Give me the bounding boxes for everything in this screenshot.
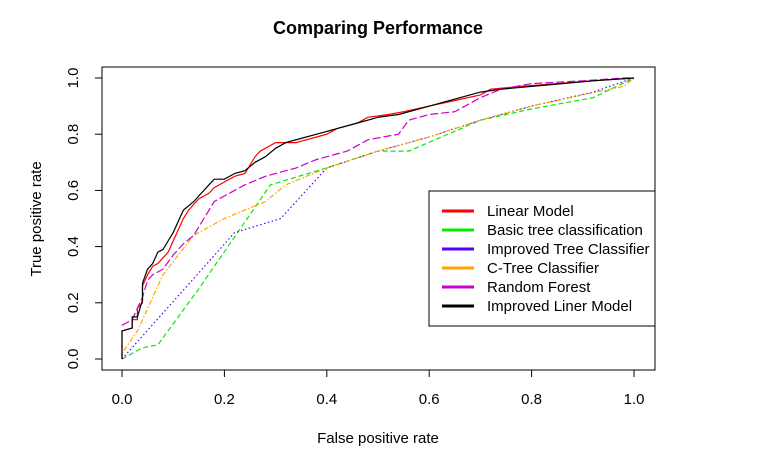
series-layer <box>121 77 635 360</box>
x-tick-label: 0.4 <box>316 391 337 408</box>
y-tick-label: 0.6 <box>65 180 82 201</box>
series-line-3 <box>121 77 635 360</box>
axes-layer: 0.0 0.2 0.4 0.6 0.8 1.0 0.0 0.2 0.4 0.6 0.8 1.0 <box>65 68 644 408</box>
legend-label-2: Basic tree classification <box>487 222 643 239</box>
x-tick-label: 0.6 <box>419 391 440 408</box>
series-line-1 <box>121 77 635 359</box>
series-line-5 <box>121 77 634 326</box>
legend-label-6: Improved Liner Model <box>487 298 632 315</box>
y-tick-label: 1.0 <box>65 68 82 89</box>
y-tick-label: 0.2 <box>65 292 82 313</box>
x-tick-label: 0.2 <box>214 391 235 408</box>
legend-label-4: C-Tree Classifier <box>487 260 599 277</box>
x-tick-label: 1.0 <box>624 391 645 408</box>
legend: Linear Model Basic tree classification Imp… <box>428 190 656 327</box>
x-axis-label: False positive rate <box>317 430 439 447</box>
legend-label-3: Improved Tree Classifier <box>487 241 650 258</box>
y-tick-label: 0.0 <box>65 349 82 370</box>
y-axis-label: True positive rate <box>28 161 45 276</box>
y-tick-label: 0.4 <box>65 236 82 257</box>
series-line-6 <box>121 77 635 359</box>
x-tick-label: 0.0 <box>112 391 133 408</box>
series-line-4 <box>121 77 635 354</box>
legend-label-1: Linear Model <box>487 203 574 220</box>
x-tick-label: 0.8 <box>521 391 542 408</box>
legend-box <box>428 190 656 327</box>
y-tick-label: 0.8 <box>65 124 82 145</box>
legend-label-5: Random Forest <box>487 279 591 296</box>
chart-title: Comparing Performance <box>273 18 483 38</box>
